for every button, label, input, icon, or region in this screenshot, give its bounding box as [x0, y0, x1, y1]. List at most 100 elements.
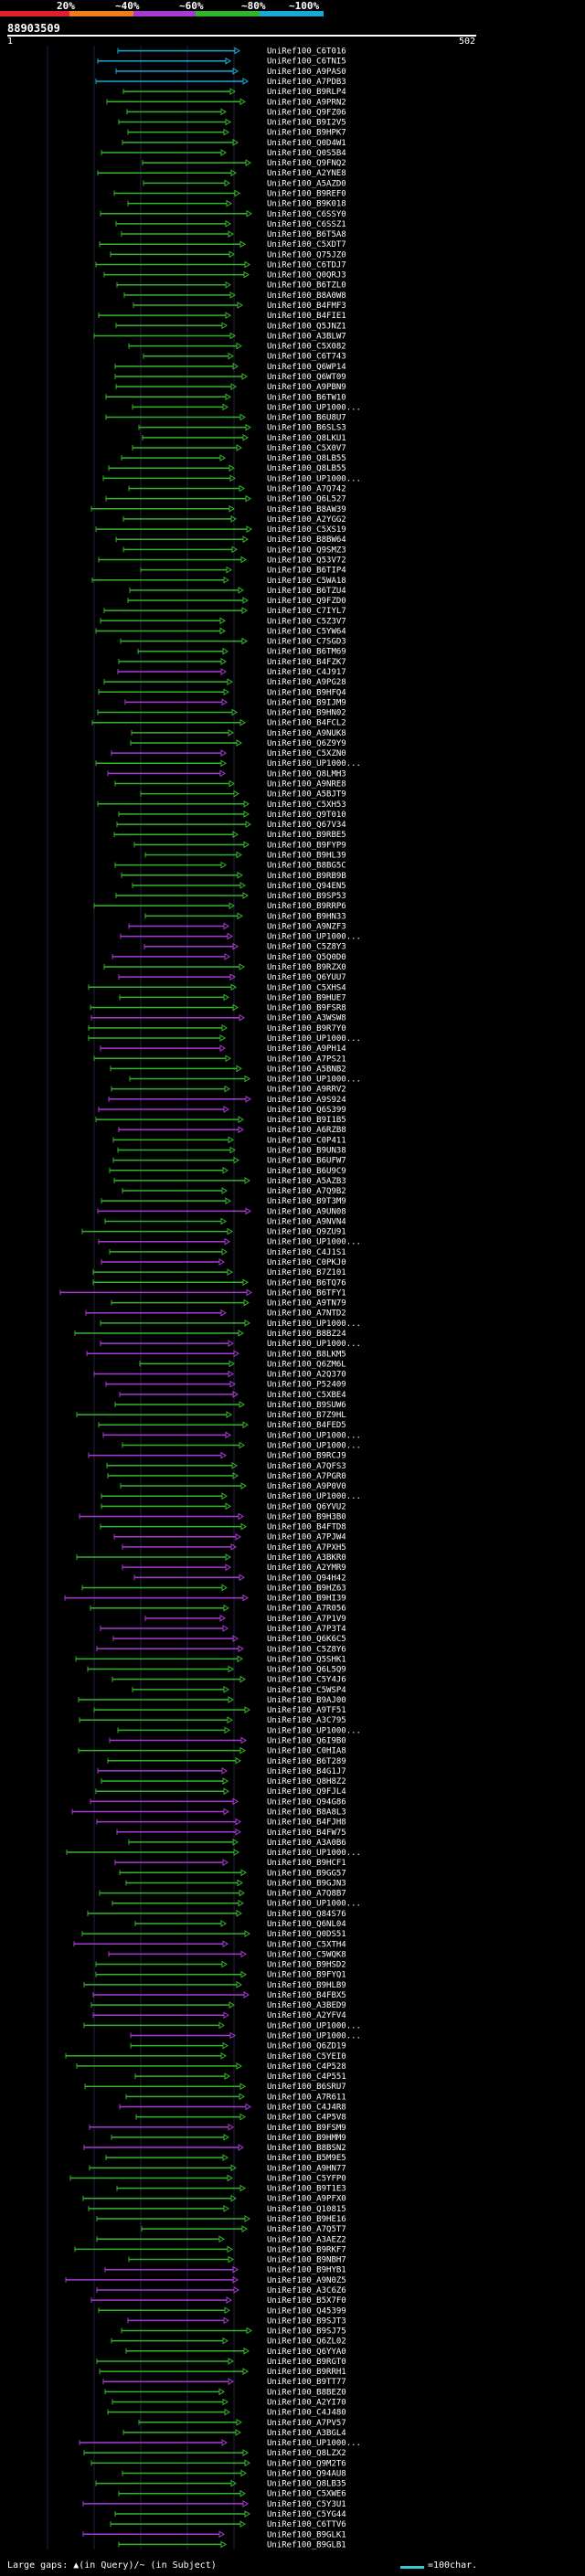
hit-row[interactable]: UniRef100_A3C795 [79, 1716, 346, 1725]
hit-row[interactable]: UniRef100_A2YNE8 [97, 169, 346, 178]
hit-row[interactable]: UniRef100_UP1000... [101, 1492, 361, 1501]
hit-row[interactable]: UniRef100_A9PAS0 [115, 68, 346, 77]
hit-row[interactable]: UniRef100_C5YEI0 [65, 2052, 346, 2062]
hit-row[interactable]: UniRef100_B9SP53 [115, 892, 346, 901]
hit-label[interactable]: UniRef100_B9RBE5 [267, 831, 346, 840]
hit-label[interactable]: UniRef100_C4P551 [267, 2072, 346, 2082]
hit-row[interactable]: UniRef100_UP1000... [100, 1320, 361, 1329]
hit-label[interactable]: UniRef100_A9NUK8 [267, 729, 346, 738]
hit-row[interactable]: UniRef100_Q75JZ0 [110, 250, 346, 260]
hit-row[interactable]: UniRef100_Q6YVU2 [101, 1502, 346, 1511]
hit-label[interactable]: UniRef100_B6UFW7 [267, 1157, 346, 1166]
hit-label[interactable]: UniRef100_B4FBX5 [267, 1991, 346, 2000]
hit-label[interactable]: UniRef100_Q6NL04 [267, 1920, 346, 1929]
hit-row[interactable]: UniRef100_A5BJT9 [140, 790, 346, 800]
hit-label[interactable]: UniRef100_UP1000... [267, 1849, 361, 1858]
hit-row[interactable]: UniRef100_C5X0V7 [132, 444, 346, 453]
hit-row[interactable]: UniRef100_Q6S399 [98, 1106, 346, 1115]
hit-label[interactable]: UniRef100_B4FJH8 [267, 1818, 346, 1828]
hit-label[interactable]: UniRef100_B9HPK7 [267, 129, 346, 138]
hit-row[interactable]: UniRef100_B9I1B5 [95, 1116, 346, 1125]
hit-label[interactable]: UniRef100_C6SSY0 [267, 210, 346, 219]
hit-row[interactable]: UniRef100_UP1000... [102, 474, 361, 483]
hit-row[interactable]: UniRef100_A7QFS3 [106, 1462, 346, 1471]
hit-row[interactable]: UniRef100_UP1000... [98, 1238, 361, 1247]
hit-label[interactable]: UniRef100_B9SUW6 [267, 1401, 346, 1410]
hit-row[interactable]: UniRef100_A9RRV2 [111, 1086, 346, 1095]
hit-row[interactable]: UniRef100_B9RGT0 [96, 2358, 346, 2367]
hit-label[interactable]: UniRef100_B6U9C9 [267, 1167, 346, 1176]
hit-row[interactable]: UniRef100_C0P411 [112, 1136, 346, 1145]
hit-label[interactable]: UniRef100_B9IJM9 [267, 698, 346, 707]
hit-row[interactable]: UniRef100_A9NZF3 [128, 922, 346, 931]
hit-label[interactable]: UniRef100_Q84S76 [267, 1910, 346, 1919]
hit-label[interactable]: UniRef100_B5X7F0 [267, 2296, 346, 2306]
hit-label[interactable]: UniRef100_C4J480 [267, 2409, 346, 2418]
hit-row[interactable]: UniRef100_B6TZL0 [116, 281, 346, 291]
hit-label[interactable]: UniRef100_B9FYP9 [267, 841, 346, 850]
hit-label[interactable]: UniRef100_A3C6Z6 [267, 2286, 346, 2295]
hit-row[interactable]: UniRef100_UP1000... [129, 1076, 361, 1085]
hit-label[interactable]: UniRef100_Q9FZD0 [267, 597, 346, 606]
hit-label[interactable]: UniRef100_B9GLK1 [267, 2530, 346, 2539]
hit-row[interactable]: UniRef100_A3BED9 [90, 2001, 346, 2010]
hit-row[interactable]: UniRef100_B9HLB9 [83, 1981, 346, 1990]
hit-label[interactable]: UniRef100_UP1000... [267, 1900, 361, 1909]
hit-row[interactable]: UniRef100_UP1000... [100, 1340, 361, 1349]
hit-label[interactable]: UniRef100_Q9FJL4 [267, 1787, 346, 1797]
hit-label[interactable]: UniRef100_A3BKR0 [267, 1553, 346, 1563]
hit-label[interactable]: UniRef100_A9NZF3 [267, 922, 346, 931]
hit-row[interactable]: UniRef100_Q8LZX2 [83, 2449, 346, 2458]
hit-label[interactable]: UniRef100_Q9FNQ2 [267, 159, 346, 168]
hit-label[interactable]: UniRef100_A7R056 [267, 1605, 346, 1614]
hit-row[interactable]: UniRef100_C5YFP0 [69, 2174, 346, 2183]
hit-label[interactable]: UniRef100_B9SJ75 [267, 2327, 346, 2337]
hit-row[interactable]: UniRef100_C6T743 [143, 353, 346, 362]
hit-row[interactable]: UniRef100_A2YFV4 [92, 2011, 346, 2020]
hit-row[interactable]: UniRef100_B6TIP4 [140, 567, 346, 576]
hit-label[interactable]: UniRef100_Q6S399 [267, 1106, 346, 1115]
hit-row[interactable]: UniRef100_B9T3M9 [101, 1197, 346, 1206]
hit-label[interactable]: UniRef100_Q6ZL02 [267, 2337, 346, 2347]
hit-label[interactable]: UniRef100_Q6ZM6L [267, 1360, 346, 1369]
hit-row[interactable]: UniRef100_C5XHS4 [88, 983, 346, 992]
hit-label[interactable]: UniRef100_A3A0B6 [267, 1839, 346, 1848]
hit-label[interactable]: UniRef100_B9RLP4 [267, 88, 346, 97]
hit-label[interactable]: UniRef100_Q5JNZ1 [267, 322, 346, 331]
hit-row[interactable]: UniRef100_B9HL39 [144, 851, 346, 860]
hit-row[interactable]: UniRef100_A9PH14 [100, 1044, 346, 1054]
hit-label[interactable]: UniRef100_B9RZX0 [267, 963, 346, 972]
hit-row[interactable]: UniRef100_B9HUE7 [119, 993, 346, 1002]
hit-row[interactable]: UniRef100_Q94EN5 [132, 882, 346, 891]
hit-row[interactable]: UniRef100_B4G1J7 [97, 1767, 346, 1776]
hit-row[interactable]: UniRef100_Q9FNQ2 [142, 159, 346, 168]
hit-row[interactable]: UniRef100_Q8LB55 [121, 454, 346, 463]
hit-label[interactable]: UniRef100_Q5Q0D0 [267, 953, 346, 962]
hit-row[interactable]: UniRef100_C5Z3V7 [100, 617, 346, 626]
hit-label[interactable]: UniRef100_UP1000... [267, 474, 361, 483]
hit-label[interactable]: UniRef100_B9T1E3 [267, 2185, 346, 2194]
hit-row[interactable]: UniRef100_Q6NL04 [134, 1920, 346, 1929]
hit-label[interactable]: UniRef100_Q6ZD19 [267, 2042, 346, 2051]
hit-label[interactable]: UniRef100_A7PV57 [267, 2419, 346, 2428]
hit-row[interactable]: UniRef100_C4P5V8 [135, 2114, 346, 2123]
hit-row[interactable]: UniRef100_A7PGR0 [107, 1472, 346, 1481]
hit-label[interactable]: UniRef100_Q9ZU91 [267, 1228, 346, 1237]
hit-label[interactable]: UniRef100_C4P528 [267, 2062, 346, 2072]
hit-row[interactable]: UniRef100_Q94AU8 [122, 2469, 346, 2478]
hit-row[interactable]: UniRef100_A7PJW4 [113, 1533, 346, 1542]
hit-label[interactable]: UniRef100_A7PDB3 [267, 78, 346, 87]
hit-row[interactable]: UniRef100_B9FSR8 [90, 1004, 346, 1013]
hit-label[interactable]: UniRef100_B8A0W8 [267, 292, 346, 301]
hit-row[interactable]: UniRef100_B6TZU4 [129, 587, 346, 596]
hit-row[interactable]: UniRef100_UP1000... [112, 1900, 361, 1909]
hit-label[interactable]: UniRef100_B8LKM5 [267, 1350, 346, 1359]
hit-row[interactable]: UniRef100_Q8LMH3 [107, 769, 346, 779]
hit-row[interactable]: UniRef100_C5WQK8 [108, 1950, 346, 1959]
hit-row[interactable]: UniRef100_Q94H42 [133, 1574, 346, 1583]
hit-label[interactable]: UniRef100_C5XH53 [267, 800, 346, 810]
hit-row[interactable]: UniRef100_B9RRP6 [93, 902, 346, 911]
hit-row[interactable]: UniRef100_B6TM69 [137, 648, 346, 657]
hit-label[interactable]: UniRef100_Q6L5Q9 [267, 1666, 346, 1675]
hit-row[interactable]: UniRef100_B8LKM5 [86, 1350, 346, 1359]
